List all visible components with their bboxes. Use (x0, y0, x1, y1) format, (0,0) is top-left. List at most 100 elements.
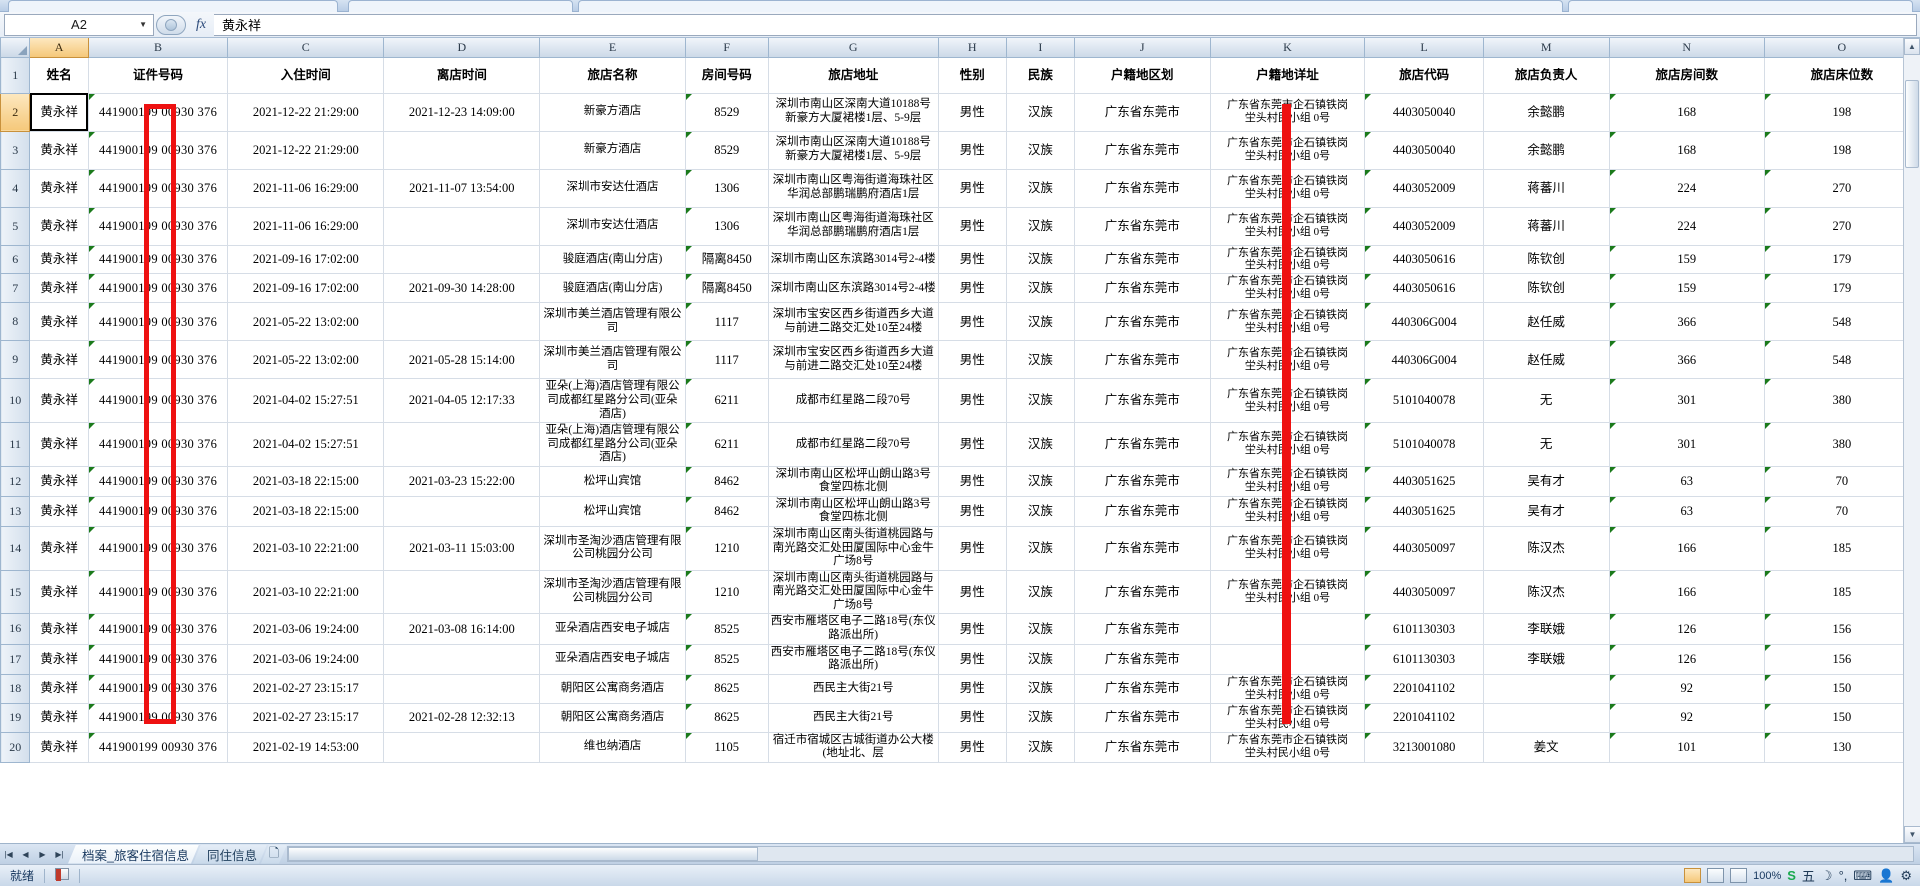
cell-K16[interactable] (1209, 613, 1366, 645)
cell-O19[interactable]: 150 (1763, 702, 1920, 733)
cell-D11[interactable] (383, 422, 541, 467)
cell-D10[interactable]: 2021-04-05 12:17:33 (383, 378, 541, 424)
cell-B20[interactable]: 441900199 00930 376 (87, 731, 229, 763)
column-header-k[interactable]: K (1209, 38, 1366, 58)
keyboard-icon[interactable]: ⌨ (1853, 867, 1873, 883)
cell-C3[interactable]: 2021-12-22 21:29:00 (227, 130, 385, 170)
cell-O7[interactable]: 179 (1763, 273, 1920, 304)
cell-A10[interactable]: 黄永祥 (29, 378, 89, 424)
cell-K8[interactable]: 广东省东莞市企石镇铁岗 坣头村民小组 0号 (1209, 302, 1366, 342)
cell-C8[interactable]: 2021-05-22 13:02:00 (227, 302, 385, 342)
cell-I16[interactable]: 汉族 (1005, 613, 1075, 645)
cell-B14[interactable]: 441900199 00930 376 (87, 526, 229, 571)
table-row[interactable]: 12 黄永祥 441900199 00930 376 2021-03-18 22:15… (0, 465, 1920, 497)
cell-C15[interactable]: 2021-03-10 22:21:00 (227, 569, 385, 615)
table-row[interactable]: 18 黄永祥 441900199 00930 376 2021-02-27 23:15… (0, 673, 1920, 704)
punctuation-icon[interactable]: °, (1838, 868, 1848, 883)
cell-B4[interactable]: 441900199 00930 376 (87, 168, 229, 208)
cell-J6[interactable]: 广东省东莞市 (1073, 244, 1211, 275)
cell-H8[interactable]: 男性 (937, 302, 1007, 342)
table-row[interactable]: 3 黄永祥 441900199 00930 376 2021-12-22 21:29:… (0, 130, 1920, 170)
cell-F8[interactable]: 1117 (684, 302, 769, 342)
cell-I9[interactable]: 汉族 (1005, 340, 1075, 380)
cell-F15[interactable]: 1210 (684, 569, 769, 615)
scroll-down-icon[interactable]: ▼ (1904, 826, 1920, 843)
cell-I14[interactable]: 汉族 (1005, 526, 1075, 571)
cell-J17[interactable]: 广东省东莞市 (1073, 643, 1211, 675)
cell-I19[interactable]: 汉族 (1005, 702, 1075, 733)
chevron-down-icon[interactable]: ▼ (139, 20, 147, 29)
column-header-a[interactable]: A (29, 38, 89, 58)
table-row[interactable]: 19 黄永祥 441900199 00930 376 2021-02-27 23:15… (0, 702, 1920, 733)
cell-N10[interactable]: 301 (1608, 378, 1765, 424)
row-header-4[interactable]: 4 (0, 168, 31, 208)
cell-L4[interactable]: 4403052009 (1364, 168, 1484, 208)
cell-N7[interactable]: 159 (1608, 273, 1765, 304)
table-row[interactable]: 1 姓名 证件号码 入住时间 离店时间 旅店名称 房间号码 旅店地址 性别 民族 户籍地区划 户籍地详… (0, 56, 1920, 94)
cell-K20[interactable]: 广东省东莞市企石镇铁岗 坣头村民小组 0号 (1209, 731, 1366, 763)
table-row[interactable]: 5 黄永祥 441900199 00930 376 2021-11-06 16:29:… (0, 206, 1920, 246)
cell-J12[interactable]: 广东省东莞市 (1073, 465, 1211, 497)
cell-K3[interactable]: 广东省东莞市企石镇铁岗 坣头村民小组 0号 (1209, 130, 1366, 170)
cell-G16[interactable]: 西安市雁塔区电子二路18号(东仪路派出所) (767, 613, 939, 645)
cell-E20[interactable]: 维也纳酒店 (539, 731, 686, 763)
cell-D12[interactable]: 2021-03-23 15:22:00 (383, 465, 541, 497)
cell-I5[interactable]: 汉族 (1005, 206, 1075, 246)
cell-A5[interactable]: 黄永祥 (29, 206, 89, 246)
cell-I4[interactable]: 汉族 (1005, 168, 1075, 208)
cell-F4[interactable]: 1306 (684, 168, 769, 208)
sheet-tab-active[interactable]: 档案_旅客住宿信息 (68, 845, 199, 864)
column-header-o[interactable]: O (1763, 38, 1920, 58)
cell-G8[interactable]: 深圳市宝安区西乡街道西乡大道与前进二路交汇处10至24楼 (767, 302, 939, 342)
cell-C4[interactable]: 2021-11-06 16:29:00 (227, 168, 385, 208)
cell-A3[interactable]: 黄永祥 (29, 130, 89, 170)
column-title-k[interactable]: 户籍地详址 (1209, 56, 1366, 94)
cell-K6[interactable]: 广东省东莞市企石镇铁岗 坣头村民小组 0号 (1209, 244, 1366, 275)
cell-B3[interactable]: 441900199 00930 376 (87, 130, 229, 170)
cell-J10[interactable]: 广东省东莞市 (1073, 378, 1211, 424)
cell-F13[interactable]: 8462 (684, 495, 769, 528)
cell-H17[interactable]: 男性 (937, 643, 1007, 675)
cell-A20[interactable]: 黄永祥 (29, 731, 89, 763)
cell-N2[interactable]: 168 (1608, 92, 1765, 132)
cell-M13[interactable]: 吴有才 (1482, 495, 1610, 528)
cell-L10[interactable]: 5101040078 (1364, 378, 1484, 424)
cell-E7[interactable]: 骏庭酒店(南山分店) (539, 273, 686, 304)
cell-E18[interactable]: 朝阳区公寓商务酒店 (539, 673, 686, 704)
cell-N17[interactable]: 126 (1608, 643, 1765, 675)
table-row[interactable]: 10 黄永祥 441900199 00930 376 2021-04-02 15:27… (0, 378, 1920, 424)
cell-G7[interactable]: 深圳市南山区东滨路3014号2-4楼 (767, 273, 939, 304)
cell-B16[interactable]: 441900199 00930 376 (87, 613, 229, 645)
cell-J15[interactable]: 广东省东莞市 (1073, 569, 1211, 615)
column-header-e[interactable]: E (539, 38, 686, 58)
cell-M4[interactable]: 蒋蕃川 (1482, 168, 1610, 208)
cell-C16[interactable]: 2021-03-06 19:24:00 (227, 613, 385, 645)
column-header-m[interactable]: M (1482, 38, 1610, 58)
cell-D17[interactable] (383, 643, 541, 675)
column-header-l[interactable]: L (1364, 38, 1484, 58)
row-header-7[interactable]: 7 (0, 273, 31, 304)
cell-G15[interactable]: 深圳市南山区南头街道桃园路与南光路交汇处田厦国际中心金牛广场8号 (767, 569, 939, 615)
cell-F19[interactable]: 8625 (684, 702, 769, 733)
cell-K17[interactable] (1209, 643, 1366, 675)
row-header-9[interactable]: 9 (0, 340, 31, 380)
cell-J4[interactable]: 广东省东莞市 (1073, 168, 1211, 208)
cell-F3[interactable]: 8529 (684, 130, 769, 170)
row-header-8[interactable]: 8 (0, 302, 31, 342)
cell-I6[interactable]: 汉族 (1005, 244, 1075, 275)
column-header-d[interactable]: D (383, 38, 541, 58)
view-normal-icon[interactable] (1684, 868, 1702, 883)
row-header-12[interactable]: 12 (0, 465, 31, 497)
cell-O8[interactable]: 548 (1763, 302, 1920, 342)
table-row[interactable]: 7 黄永祥 441900199 00930 376 2021-09-16 17:02:… (0, 273, 1920, 304)
cell-J11[interactable]: 广东省东莞市 (1073, 422, 1211, 467)
cell-J13[interactable]: 广东省东莞市 (1073, 495, 1211, 528)
name-box[interactable]: A2 ▼ (4, 13, 154, 36)
cell-H20[interactable]: 男性 (937, 731, 1007, 763)
cell-B19[interactable]: 441900199 00930 376 (87, 702, 229, 733)
cell-N9[interactable]: 366 (1608, 340, 1765, 380)
table-row[interactable]: 6 黄永祥 441900199 00930 376 2021-09-16 17:02:… (0, 244, 1920, 275)
cell-N5[interactable]: 224 (1608, 206, 1765, 246)
cell-C18[interactable]: 2021-02-27 23:15:17 (227, 673, 385, 704)
